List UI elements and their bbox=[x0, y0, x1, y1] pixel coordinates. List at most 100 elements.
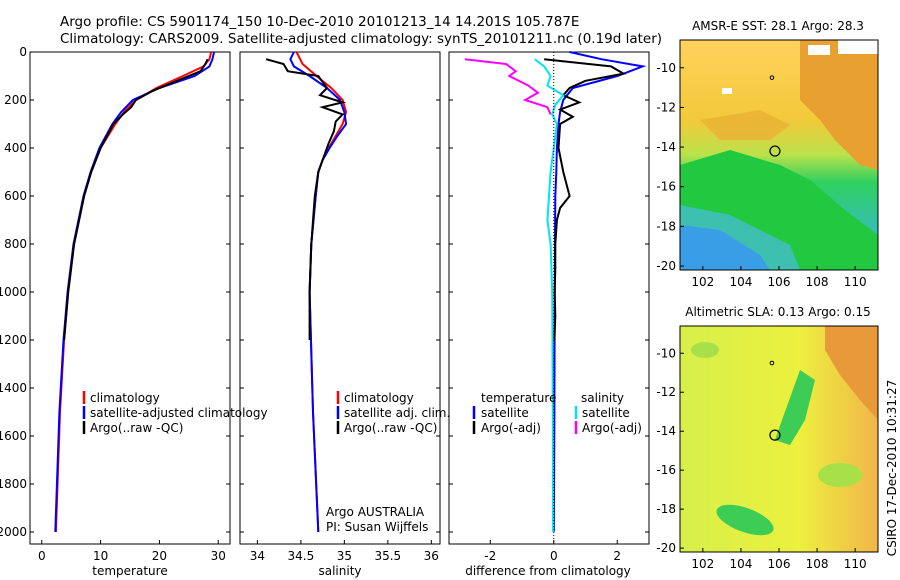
temperature-panel-frame bbox=[29, 51, 231, 545]
temperature-series bbox=[54, 51, 216, 533]
float-annotation: PI: Susan Wijffels bbox=[326, 520, 428, 534]
sla-argo-marker bbox=[769, 360, 781, 441]
legend-label: climatology bbox=[344, 391, 414, 405]
depth-tick-label: 0 bbox=[19, 45, 27, 59]
series-line-argo-raw-qc- bbox=[265, 58, 347, 340]
depth-tick-label: 1800 bbox=[0, 477, 27, 491]
x-tick-label: 10 bbox=[93, 549, 108, 563]
map-x-tick-label: 104 bbox=[729, 557, 752, 571]
sst-missing-data bbox=[722, 88, 732, 94]
legend-label: Argo(-adj) bbox=[582, 421, 642, 435]
difference-ticks: -2 0 2 bbox=[449, 51, 649, 563]
depth-tick-label: 600 bbox=[4, 189, 27, 203]
map-x-tick-label: 102 bbox=[691, 557, 714, 571]
x-tick-label: 35.5 bbox=[374, 549, 401, 563]
x-tick-label: 0 bbox=[38, 549, 46, 563]
depth-tick-label: 2000 bbox=[0, 525, 27, 539]
difference-legend: temperature satellite Argo(-adj) salinit… bbox=[472, 391, 642, 435]
float-annotation: Argo AUSTRALIA bbox=[326, 505, 425, 519]
map-y-tick-label: -18 bbox=[656, 219, 676, 233]
depth-tick-label: 400 bbox=[4, 141, 27, 155]
previous-position-marker bbox=[769, 360, 775, 366]
sst-cold-region bbox=[680, 225, 770, 270]
series-line-satellite-adjusted-climatology bbox=[54, 51, 216, 533]
x-tick-label: 30 bbox=[211, 549, 226, 563]
sst-map-ticks: 102 104 106 108 110 -10 -12 -14 -16 -18 -20 bbox=[656, 61, 866, 289]
depth-tick-label: 1000 bbox=[0, 285, 27, 299]
depth-tick-label: 1600 bbox=[0, 429, 27, 443]
legend-label: satellite-adjusted climatology bbox=[90, 406, 268, 420]
sst-map-title: AMSR-E SST: 28.1 Argo: 28.3 bbox=[692, 19, 864, 33]
map-x-tick-label: 110 bbox=[844, 275, 867, 289]
map-x-tick-label: 108 bbox=[806, 557, 829, 571]
x-tick-label: 36 bbox=[424, 549, 439, 563]
difference-axis-label: difference from climatology bbox=[465, 564, 631, 578]
map-y-tick-label: -10 bbox=[656, 346, 676, 360]
series-line-temperature-satellite bbox=[552, 51, 647, 533]
argo-position-marker bbox=[769, 429, 781, 441]
legend-label: satellite bbox=[481, 406, 529, 420]
map-y-tick-label: -14 bbox=[656, 424, 676, 438]
series-line-climatology bbox=[295, 51, 348, 533]
map-y-tick-label: -12 bbox=[656, 100, 676, 114]
sst-missing-data bbox=[838, 40, 878, 54]
x-tick-label: 35 bbox=[337, 549, 352, 563]
depth-tick-label: 1200 bbox=[0, 333, 27, 347]
legend-label: Argo(-adj) bbox=[481, 421, 541, 435]
series-line-satellite-adj-clim- bbox=[289, 51, 348, 533]
legend-group-title: salinity bbox=[581, 391, 624, 405]
legend-label: satellite adj. clim. bbox=[344, 406, 450, 420]
legend-label: Argo(..raw -QC) bbox=[90, 421, 183, 435]
salinity-legend: climatology satellite adj. clim. Argo(..… bbox=[326, 391, 450, 534]
argo-position-marker bbox=[769, 145, 781, 157]
legend-group-title: temperature bbox=[481, 391, 556, 405]
header-line-2: Climatology: CARS2009. Satellite-adjuste… bbox=[60, 31, 662, 47]
timestamp-label: CSIRO 17-Dec-2010 10:31:27 bbox=[885, 380, 899, 557]
series-line-temperature-argo-adj- bbox=[544, 58, 627, 341]
sla-low-region bbox=[691, 342, 719, 358]
depth-tick-label: 800 bbox=[4, 237, 27, 251]
salinity-axis-label: salinity bbox=[318, 564, 361, 578]
series-line-climatology bbox=[54, 51, 213, 533]
map-y-tick-label: -10 bbox=[656, 61, 676, 75]
x-tick-label: 2 bbox=[613, 549, 621, 563]
sla-low-region bbox=[775, 370, 815, 445]
depth-tick-labels: 0 200 400 600 800 1000 1200 1400 1600 1800 2000 bbox=[0, 45, 27, 539]
map-x-tick-label: 106 bbox=[768, 557, 791, 571]
legend-label: climatology bbox=[90, 391, 160, 405]
map-y-tick-label: -14 bbox=[656, 140, 676, 154]
depth-tick-label: 1400 bbox=[0, 381, 27, 395]
x-tick-label: -2 bbox=[484, 549, 496, 563]
salinity-ticks: 34 34.5 35 35.5 36 bbox=[240, 51, 440, 563]
map-y-tick-label: -20 bbox=[656, 541, 676, 555]
sst-map bbox=[680, 40, 878, 270]
map-y-tick-label: -20 bbox=[656, 259, 676, 273]
salinity-series bbox=[265, 51, 348, 533]
sst-warm-region bbox=[700, 110, 790, 140]
sla-low-region bbox=[716, 504, 774, 536]
sst-argo-marker bbox=[769, 75, 781, 157]
x-tick-label: 0 bbox=[550, 549, 558, 563]
map-y-tick-label: -12 bbox=[656, 385, 676, 399]
temperature-axis-label: temperature bbox=[92, 564, 167, 578]
sla-high-region bbox=[825, 326, 878, 420]
legend-label: Argo(..raw -QC) bbox=[344, 421, 437, 435]
series-line-argo-raw-qc- bbox=[63, 58, 209, 341]
series-line-salinity-satellite bbox=[534, 58, 565, 533]
temperature-legend: climatology satellite-adjusted climatolo… bbox=[82, 391, 268, 435]
map-y-tick-label: -18 bbox=[656, 502, 676, 516]
sla-low-region bbox=[818, 463, 862, 487]
depth-tick-label: 200 bbox=[4, 93, 27, 107]
difference-series bbox=[464, 51, 647, 533]
temperature-ticks: 0 10 20 30 bbox=[30, 51, 230, 563]
salinity-panel-frame bbox=[239, 51, 441, 545]
map-y-tick-label: -16 bbox=[656, 180, 676, 194]
map-x-tick-label: 104 bbox=[729, 275, 752, 289]
map-y-tick-label: -16 bbox=[656, 463, 676, 477]
x-tick-label: 20 bbox=[152, 549, 167, 563]
sst-warm-region bbox=[800, 40, 878, 170]
x-tick-label: 34 bbox=[250, 549, 265, 563]
map-x-tick-label: 106 bbox=[768, 275, 791, 289]
sla-map-ticks: 102 104 106 108 110 -10 -12 -14 -16 -18 -20 bbox=[656, 346, 866, 571]
